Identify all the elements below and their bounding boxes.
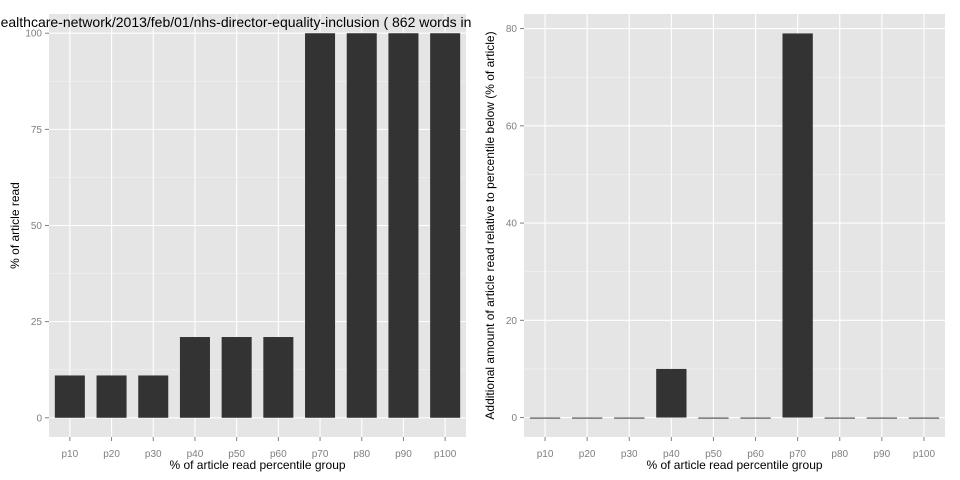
bar-p20 [571,417,603,419]
x-tick-label-p60: p60 [747,449,764,460]
y-axis-title: Additional amount of article read relati… [483,31,497,419]
x-tick-label-p70: p70 [789,449,806,460]
y-tick-label: 100 [25,29,42,40]
bar-p10 [529,417,561,419]
bar-p70 [305,33,336,418]
bar-p40 [179,337,210,418]
y-tick-label: 60 [506,121,518,132]
bar-p70 [782,33,813,418]
bar-p100 [430,33,461,418]
x-tick-label-p90: p90 [874,449,891,460]
x-tick-label-p50: p50 [705,449,722,460]
y-tick-label: 0 [36,413,42,424]
bar-p90 [866,417,898,419]
x-tick-label-p80: p80 [831,449,848,460]
x-tick-label-p40: p40 [187,449,204,460]
bar-p90 [388,33,419,418]
x-tick-label-p30: p30 [145,449,162,460]
chart-panel-1: 0 25 50 75 100 p10 p20 p30 p40 p50 p60 p70 p80 p90 p10… [1,14,472,472]
y-tick-label: 0 [511,413,517,424]
plot-panel-background [524,14,945,437]
y-tick-label: 40 [506,219,518,230]
x-axis-title: % of article read percentile group [169,458,345,472]
x-tick-label-p100: p100 [434,449,457,460]
bar-p40 [656,368,687,418]
x-axis-title: % of article read percentile group [646,458,822,472]
y-tick-label: 50 [31,221,43,232]
x-tick-label-p90: p90 [395,449,412,460]
plot-title: ealthcare-network/2013/feb/01/nhs-direct… [1,14,472,30]
y-tick-label: 75 [31,125,43,136]
bar-p80 [346,33,377,418]
x-tick-label-p70: p70 [312,449,329,460]
bar-p100 [908,417,940,419]
y-tick-label: 25 [31,317,43,328]
x-tick-label-p60: p60 [270,449,287,460]
x-tick-label-p100: p100 [913,449,936,460]
x-tick-label-p10: p10 [537,449,554,460]
bar-p60 [263,337,294,418]
y-tick-label: 20 [506,316,518,327]
x-tick-label-p80: p80 [353,449,370,460]
bar-p50 [221,337,252,418]
bar-p20 [96,375,127,418]
x-tick-label-p30: p30 [621,449,638,460]
x-tick-label-p10: p10 [62,449,79,460]
y-axis-title: % of article read [8,182,22,269]
x-tick-label-p50: p50 [228,449,245,460]
bar-p60 [740,417,771,419]
x-tick-label-p20: p20 [103,449,120,460]
bar-p80 [824,417,855,419]
bar-p30 [614,417,645,419]
bar-p50 [698,417,729,419]
chart-panel-2: 0 20 40 60 80 p10 p20 p30 p40 p50 p60 p70 p80 p90 p100… [483,14,945,472]
bar-p30 [138,375,169,418]
x-tick-label-p40: p40 [663,449,680,460]
bar-p10 [54,375,85,418]
x-tick-label-p20: p20 [579,449,596,460]
y-tick-label: 80 [506,24,518,35]
